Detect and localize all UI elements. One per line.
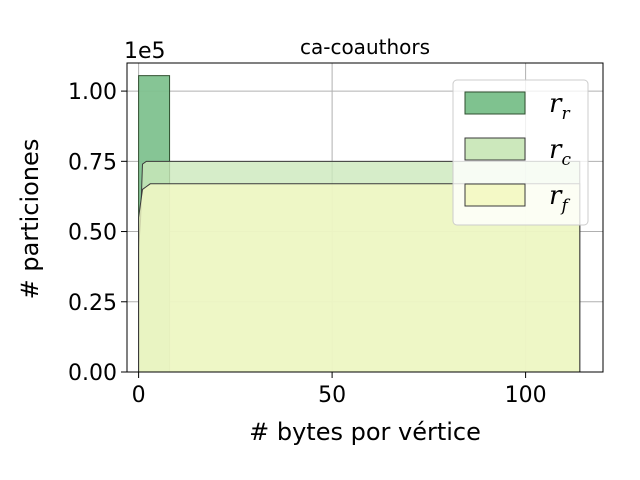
legend-swatch-f xyxy=(464,183,526,207)
legend-swatch-c xyxy=(464,137,526,161)
x-tick-label: 50 xyxy=(318,383,346,408)
plot-frame xyxy=(126,62,604,373)
y-tick-label: 0.00 xyxy=(68,361,117,386)
y-tick-label: 1.00 xyxy=(68,80,117,105)
x-axis-label: # bytes por vértice xyxy=(249,418,481,446)
y-tick-label: 0.50 xyxy=(68,221,117,246)
series-f-step xyxy=(138,183,581,373)
y-axis-ticks: 0.00 0.25 0.50 0.75 1.00 xyxy=(68,80,127,386)
legend-swatch-r xyxy=(464,91,526,115)
x-tick-label: 100 xyxy=(505,383,547,408)
y-tick-label: 0.75 xyxy=(68,150,117,175)
x-tick-label: 0 xyxy=(132,383,146,408)
legend-label-c: rc xyxy=(549,135,571,170)
x-axis-ticks: 0 50 100 xyxy=(132,372,547,408)
chart-title: ca-coauthors xyxy=(300,35,430,59)
legend: rr rc rf xyxy=(452,79,589,226)
legend-label-r: rr xyxy=(549,89,570,124)
y-scale-label: 1e5 xyxy=(124,39,166,64)
y-axis-label: # particiones xyxy=(16,139,44,300)
legend-label-f: rf xyxy=(549,181,570,216)
y-tick-label: 0.25 xyxy=(68,291,117,316)
